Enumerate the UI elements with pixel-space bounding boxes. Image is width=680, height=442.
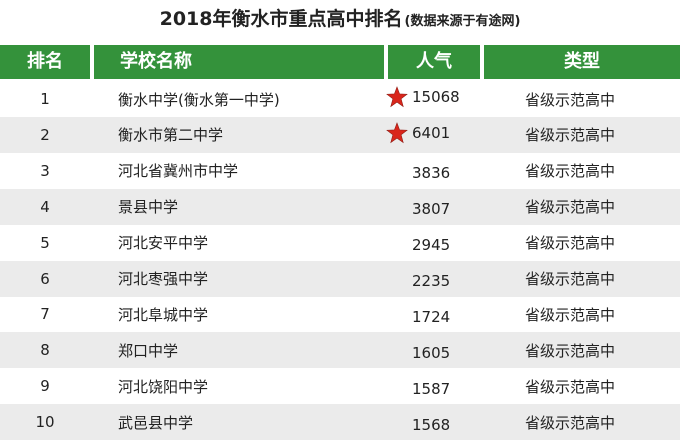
table-row: 3 河北省冀州市中学 3836 省级示范高中 <box>0 153 680 189</box>
popularity: 1568 <box>386 416 450 434</box>
school-cell: 河北饶阳中学 <box>118 377 209 396</box>
table-row: 5 河北安平中学 2945 省级示范高中 <box>0 225 680 261</box>
rank-cell: 10 <box>35 413 55 432</box>
type-cell: 省级示范高中 <box>524 126 615 145</box>
star-icon <box>386 122 408 144</box>
popularity: 15068 <box>386 86 460 108</box>
rank-cell: 2 <box>40 125 50 144</box>
popularity-cell: 1605 <box>380 339 472 362</box>
title-block: 2018年衡水市重点高中排名 (数据来源于有途网) <box>0 4 680 31</box>
school-cell: 景县中学 <box>118 198 179 217</box>
type-cell: 省级示范高中 <box>524 234 615 253</box>
rank-cell: 9 <box>40 377 50 396</box>
type-cell: 省级示范高中 <box>524 90 615 109</box>
rank-cell: 3 <box>40 161 50 180</box>
table-row: 2 衡水市第二中学 6401 省级示范高中 <box>0 116 680 153</box>
popularity-value: 3836 <box>412 164 451 183</box>
popularity-cell: 1724 <box>380 303 472 326</box>
popularity: 1587 <box>386 380 450 398</box>
table-row: 10 武邑县中学 1568 省级示范高中 <box>0 404 680 441</box>
popularity-value: 1568 <box>412 415 451 434</box>
subtitle: (数据来源于有途网) <box>404 14 521 29</box>
column-header: 学校名称 <box>94 45 384 79</box>
rank-cell: 1 <box>40 90 50 108</box>
table-row: 8 郑口中学 1605 省级示范高中 <box>0 332 680 369</box>
popularity-cell: 3807 <box>380 195 472 218</box>
popularity: 3807 <box>386 200 450 218</box>
popularity-value: 2235 <box>412 272 451 290</box>
table-row: 4 景县中学 3807 省级示范高中 <box>0 188 680 225</box>
popularity: 2235 <box>386 272 450 290</box>
type-cell: 省级示范高中 <box>524 198 615 217</box>
type-cell: 省级示范高中 <box>524 162 615 181</box>
type-cell: 省级示范高中 <box>524 270 615 288</box>
school-cell: 河北阜城中学 <box>118 305 209 324</box>
popularity-value: 1724 <box>412 307 451 326</box>
popularity-value: 1605 <box>412 343 451 362</box>
title: 2018年衡水市重点高中排名 <box>159 8 403 30</box>
table-row: 1 衡水中学(衡水第一中学) 15068 省级示范高中 <box>0 81 680 117</box>
popularity-cell: 3836 <box>380 159 472 182</box>
type-cell: 省级示范高中 <box>524 413 615 432</box>
rank-cell: 5 <box>40 233 50 252</box>
school-cell: 河北省冀州市中学 <box>118 162 239 181</box>
column-header: 人气 <box>388 45 480 79</box>
column-header: 排名 <box>0 45 90 79</box>
popularity-cell: 2945 <box>380 231 472 254</box>
column-header: 类型 <box>484 45 680 79</box>
popularity-cell: 6401 <box>380 122 472 148</box>
popularity-value: 3807 <box>412 200 451 219</box>
school-cell: 衡水市第二中学 <box>118 126 224 145</box>
popularity-cell: 2235 <box>380 267 472 290</box>
rank-cell: 7 <box>40 305 50 324</box>
school-cell: 武邑县中学 <box>118 413 194 432</box>
type-cell: 省级示范高中 <box>524 377 615 396</box>
popularity-value: 15068 <box>412 88 460 106</box>
popularity: 1605 <box>386 344 450 362</box>
popularity-cell: 1587 <box>380 375 472 398</box>
star-icon <box>386 86 408 108</box>
popularity-value: 6401 <box>412 123 451 142</box>
popularity: 3836 <box>386 164 450 182</box>
school-cell: 河北枣强中学 <box>118 270 209 288</box>
popularity-cell: 1568 <box>380 411 472 434</box>
type-cell: 省级示范高中 <box>524 341 615 360</box>
rank-cell: 4 <box>40 197 50 216</box>
popularity: 6401 <box>386 122 450 144</box>
popularity: 1724 <box>386 308 450 326</box>
table-row: 6 河北枣强中学 2235 省级示范高中 <box>0 260 680 297</box>
header-row: 排名 学校名称 人气 类型 <box>0 45 680 79</box>
school-cell: 郑口中学 <box>118 341 179 360</box>
popularity-cell: 15068 <box>380 86 472 112</box>
rank-cell: 8 <box>40 341 50 360</box>
school-cell: 河北安平中学 <box>118 234 209 253</box>
popularity-value: 1587 <box>412 379 451 398</box>
type-cell: 省级示范高中 <box>524 305 615 324</box>
school-cell: 衡水中学(衡水第一中学) <box>118 90 280 109</box>
table-row: 7 河北阜城中学 1724 省级示范高中 <box>0 296 680 332</box>
popularity: 2945 <box>386 236 450 254</box>
popularity-value: 2945 <box>412 236 451 255</box>
table-row: 9 河北饶阳中学 1587 省级示范高中 <box>0 368 680 404</box>
rank-cell: 6 <box>40 269 50 288</box>
